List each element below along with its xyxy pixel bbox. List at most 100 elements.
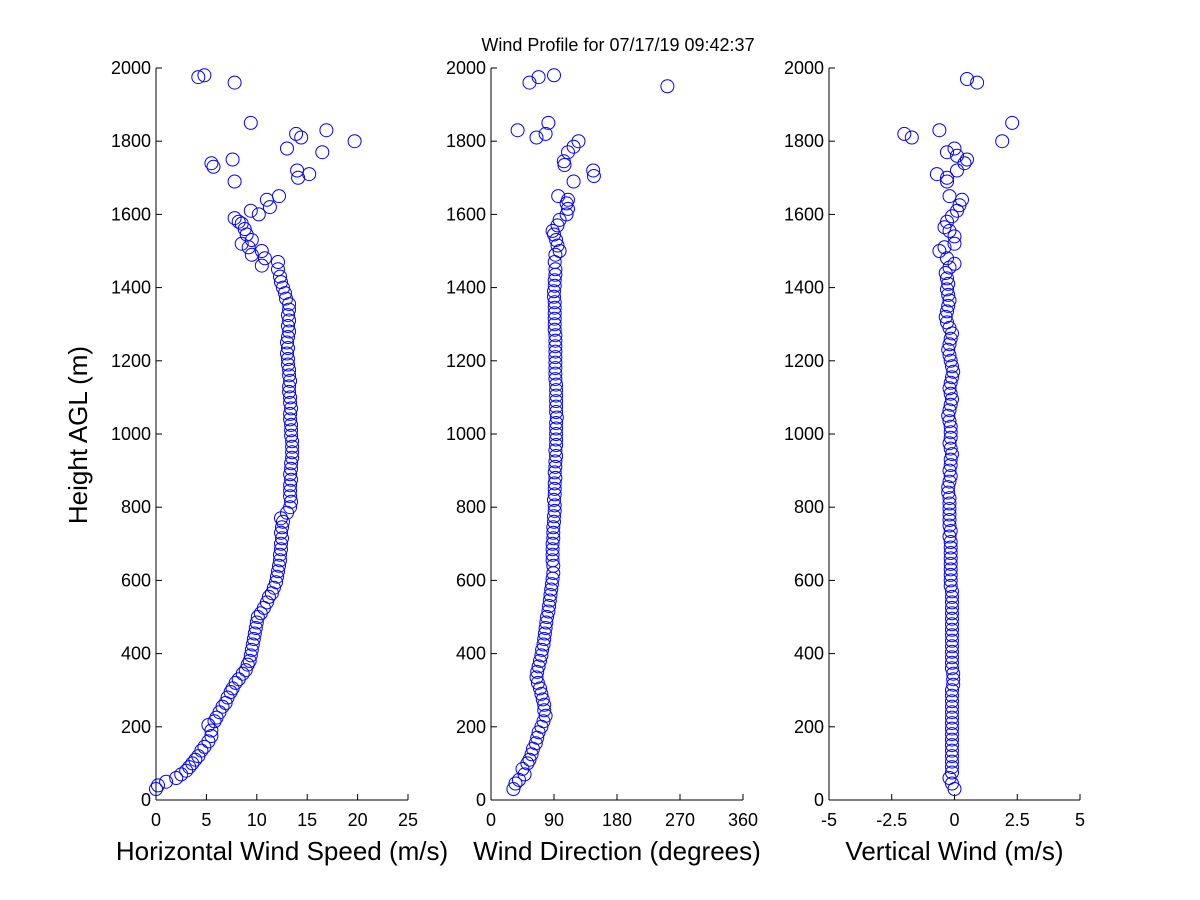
data-point <box>943 386 958 401</box>
data-point <box>271 262 285 277</box>
data-point <box>243 115 258 130</box>
data-point <box>283 373 298 388</box>
x-tick-label: 0 <box>949 810 959 830</box>
y-tick-label: 1600 <box>446 204 486 224</box>
data-point <box>943 578 958 593</box>
y-tick-label: 200 <box>794 717 824 737</box>
data-point <box>247 626 262 641</box>
data-point <box>942 502 957 516</box>
data-point <box>943 562 958 577</box>
data-point <box>294 130 309 145</box>
data-point <box>280 346 294 361</box>
y-tick-label: 0 <box>814 790 824 810</box>
x-tick-label: 15 <box>297 810 317 830</box>
y-tick-label: 1200 <box>784 351 824 371</box>
data-point <box>542 593 557 608</box>
data-point <box>942 436 957 451</box>
data-point <box>549 388 564 403</box>
data-point <box>284 423 299 438</box>
data-point <box>534 648 549 663</box>
data-point <box>943 546 958 560</box>
data-point <box>547 514 561 529</box>
data-point <box>261 589 276 604</box>
x-tick-label: 10 <box>247 810 267 830</box>
data-point <box>943 419 958 434</box>
data-point <box>347 134 362 149</box>
data-point <box>552 244 567 258</box>
data-point <box>549 410 564 425</box>
data-point <box>940 170 954 185</box>
data-point <box>251 207 266 222</box>
data-point <box>537 626 552 641</box>
data-point <box>276 280 290 295</box>
y-tick-label: 0 <box>476 790 486 810</box>
data-point <box>282 379 297 394</box>
data-point <box>243 648 258 663</box>
data-point <box>282 313 297 328</box>
data-point <box>945 760 959 775</box>
data-point <box>943 375 958 390</box>
data-point <box>235 666 250 681</box>
data-point <box>943 353 958 368</box>
data-point <box>549 399 564 414</box>
data-point <box>284 428 299 443</box>
data-point <box>547 273 562 288</box>
data-point <box>227 75 242 90</box>
data-point <box>547 498 562 513</box>
x-tick-label: -5 <box>821 810 837 830</box>
data-point <box>942 403 957 418</box>
data-point <box>940 145 954 160</box>
data-point <box>244 247 259 262</box>
data-point <box>517 767 532 782</box>
data-point <box>510 123 525 138</box>
data-point <box>945 710 959 725</box>
data-point <box>943 452 958 467</box>
data-point <box>942 189 957 204</box>
data-point <box>960 152 974 167</box>
data-point <box>566 139 581 154</box>
data-point <box>245 637 260 652</box>
data-point <box>548 350 563 365</box>
data-point <box>548 459 563 474</box>
data-point <box>549 233 564 247</box>
data-point <box>945 600 959 615</box>
data-point <box>545 553 560 568</box>
data-point <box>947 141 962 156</box>
data-point <box>941 298 956 313</box>
data-point <box>281 308 295 323</box>
data-point <box>950 163 964 178</box>
data-point <box>942 463 957 478</box>
data-point <box>940 214 954 229</box>
data-point <box>942 337 957 352</box>
data-point <box>546 531 561 546</box>
data-point <box>547 278 562 293</box>
data-point <box>273 553 287 568</box>
data-point <box>929 167 944 182</box>
panel-wind-direction: 0 200 400 600 800 1000 1200 1400 1600 1800 2000 0 90… <box>446 58 761 866</box>
data-point <box>945 716 959 731</box>
data-point <box>257 251 272 266</box>
y-tick-label: 200 <box>456 717 486 737</box>
data-point <box>1005 115 1020 130</box>
data-point <box>548 366 563 381</box>
data-point <box>943 441 958 456</box>
data-point <box>547 300 562 315</box>
data-point <box>945 359 959 374</box>
data-point <box>533 681 547 696</box>
data-point <box>249 615 264 630</box>
data-point <box>995 134 1010 149</box>
data-point <box>535 642 550 657</box>
y-tick-label: 1400 <box>111 278 151 298</box>
y-tick-label: 800 <box>121 497 151 517</box>
data-point <box>547 295 562 310</box>
data-point <box>945 595 959 610</box>
data-point <box>284 472 299 487</box>
data-point <box>244 642 259 657</box>
data-point <box>272 189 286 204</box>
data-point <box>946 672 961 687</box>
data-point <box>283 395 298 410</box>
data-point <box>282 362 297 377</box>
data-point <box>545 223 560 238</box>
data-point <box>945 584 959 599</box>
